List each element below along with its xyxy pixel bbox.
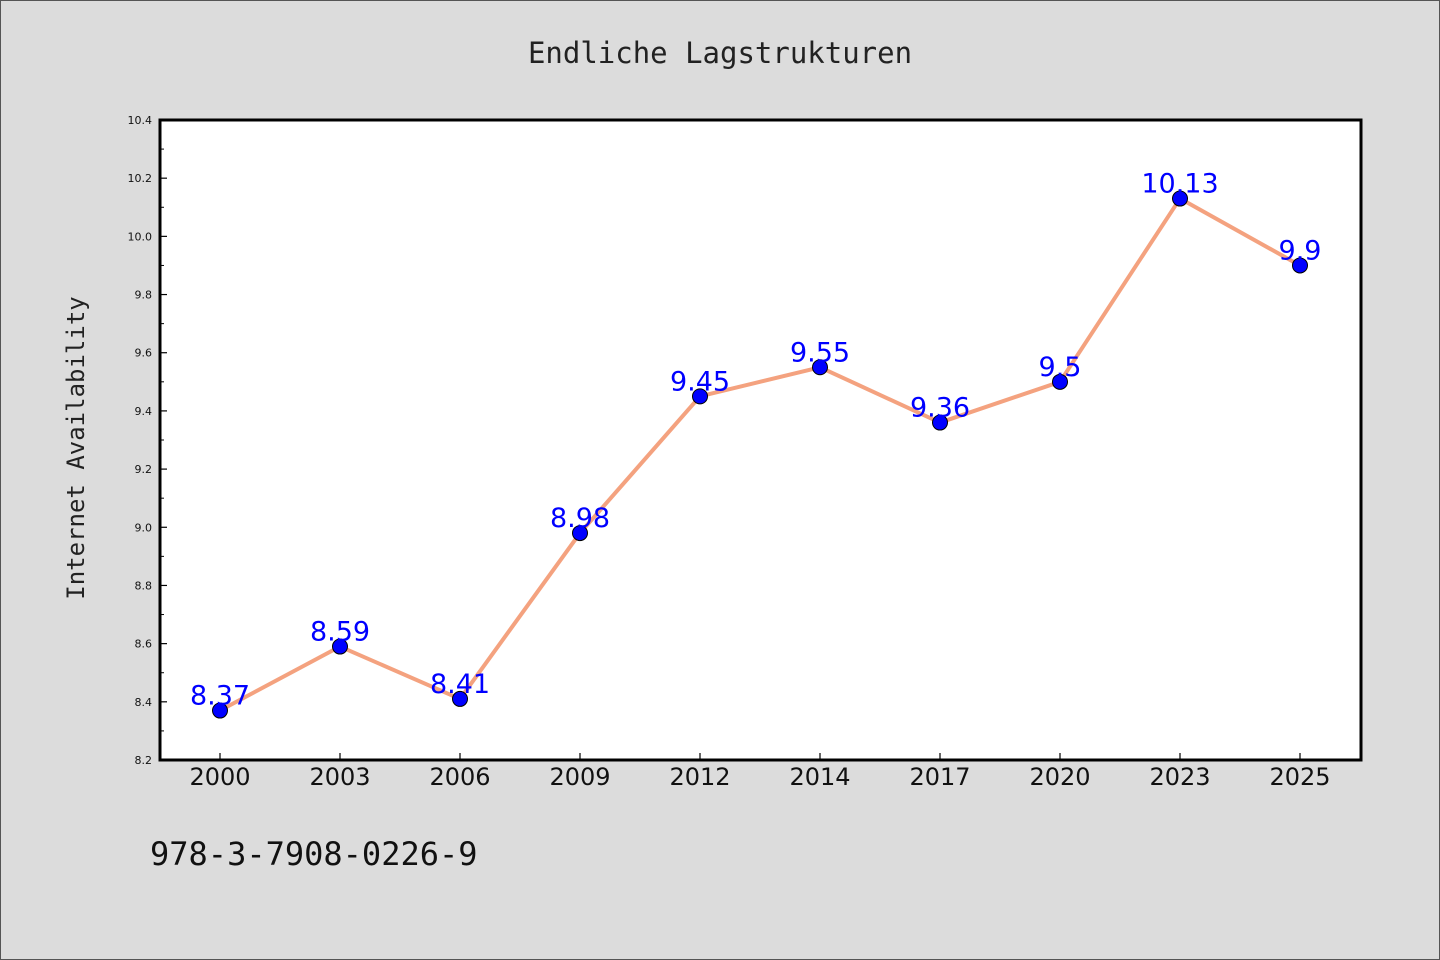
data-point-marker	[1292, 257, 1308, 274]
data-label: 9.9	[1279, 235, 1322, 266]
y-tick-label: 10.2	[128, 172, 153, 185]
x-tick-label: 2014	[789, 763, 850, 791]
data-point-marker	[692, 388, 708, 405]
data-label: 9.55	[790, 337, 850, 368]
x-tick-label: 2025	[1269, 763, 1330, 791]
data-label: 10.13	[1141, 169, 1218, 200]
data-point-marker	[1052, 373, 1068, 390]
y-tick-label: 10.0	[128, 230, 153, 243]
x-axis-ticks: 2000 2003 2006 2009 2012 2014 2017 2020 2023 2025	[189, 753, 1331, 791]
x-tick-label: 2003	[309, 763, 370, 791]
x-tick-label: 2006	[429, 763, 490, 791]
x-tick-label: 2009	[549, 763, 610, 791]
data-point-marker	[932, 414, 948, 431]
x-tick-label: 2012	[669, 763, 730, 791]
y-tick-label: 8.6	[135, 638, 153, 651]
y-tick-label: 9.2	[135, 463, 153, 476]
y-axis-label: Internet Availability	[62, 296, 90, 599]
data-label: 9.45	[670, 366, 730, 397]
data-label: 8.59	[310, 617, 370, 648]
y-tick-label: 9.6	[135, 347, 153, 360]
y-tick-label: 9.8	[135, 289, 153, 302]
data-point-marker	[212, 702, 228, 719]
y-tick-label: 8.4	[135, 696, 153, 709]
plot-area	[160, 120, 1361, 760]
plot-border	[158, 118, 1363, 762]
y-tick-label: 9.4	[135, 405, 153, 418]
data-point-marker	[452, 690, 468, 707]
x-tick-label: 2000	[189, 763, 250, 791]
x-tick-label: 2017	[909, 763, 970, 791]
data-point-marker	[812, 359, 828, 376]
y-tick-label: 8.2	[135, 754, 153, 767]
data-point-marker	[332, 638, 348, 655]
data-label: 8.41	[430, 669, 490, 700]
y-tick-label: 9.0	[135, 521, 153, 534]
x-tick-label: 2023	[1149, 763, 1210, 791]
isbn-footer: 978-3-7908-0226-9	[150, 835, 478, 873]
data-label: 8.37	[190, 681, 250, 712]
data-point-marker	[1172, 190, 1188, 207]
data-label: 9.36	[910, 393, 970, 424]
data-label: 9.5	[1039, 352, 1082, 383]
series-group: 8.37 8.59 8.41 8.98 9.45 9.55 9.36 9.5 10.13 9.9	[190, 169, 1322, 719]
data-point-marker	[572, 525, 588, 542]
x-tick-label: 2020	[1029, 763, 1090, 791]
chart-title: Endliche Lagstrukturen	[528, 36, 912, 70]
series-line	[218, 196, 1302, 713]
y-tick-label: 10.4	[128, 114, 153, 127]
y-tick-label: 8.8	[135, 579, 153, 592]
data-label: 8.98	[550, 503, 610, 534]
